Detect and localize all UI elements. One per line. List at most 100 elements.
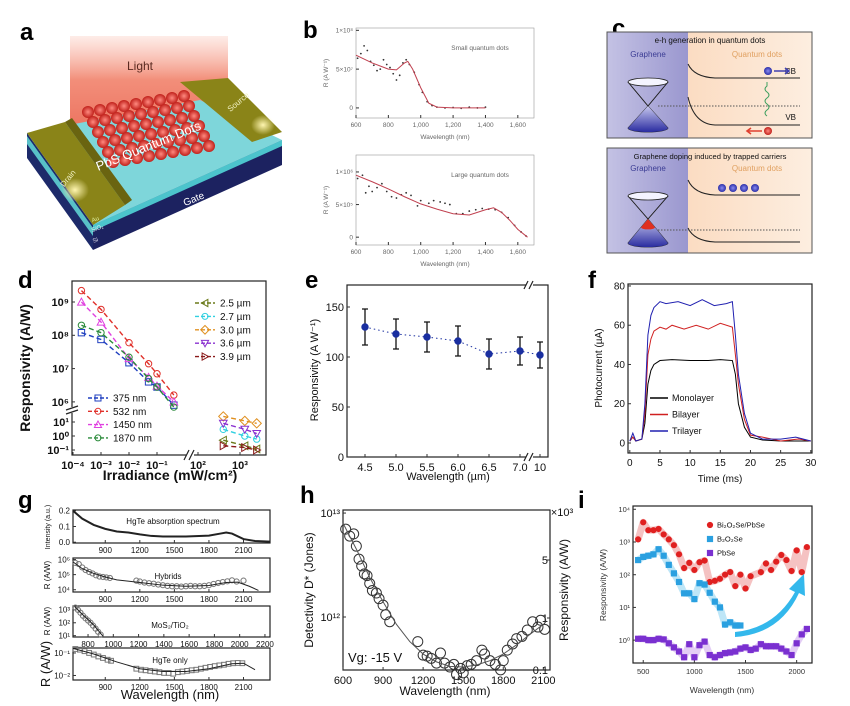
data-point — [762, 643, 770, 650]
panel-label-g: g — [18, 487, 33, 514]
axis-break — [523, 280, 534, 290]
data-point — [423, 333, 431, 341]
series-fit — [72, 647, 256, 673]
y2-tick-label: 5 — [542, 555, 548, 567]
data-point — [485, 350, 493, 358]
quantum-dot — [123, 110, 135, 122]
data-point — [742, 585, 749, 592]
quantum-dot — [176, 112, 188, 124]
x-tick-label: 1200 — [131, 683, 149, 692]
data-point — [170, 403, 178, 411]
y-tick-label: 10⁰ — [619, 636, 630, 645]
x-tick-label: 1600 — [180, 640, 198, 649]
data-point — [732, 582, 739, 590]
data-point — [82, 566, 89, 574]
y2-tick-label: 0.1 — [533, 665, 548, 677]
series-data — [356, 44, 487, 110]
data-point — [681, 590, 688, 597]
data-point — [405, 58, 408, 61]
legend-label: 3.9 µm — [220, 352, 251, 363]
quantum-dot — [119, 154, 131, 166]
y-tick-label: 150 — [326, 302, 344, 314]
data-point — [737, 622, 744, 629]
series-line — [72, 510, 271, 543]
y-tick-label: 10¹² — [320, 612, 340, 624]
series-responsivity — [361, 308, 544, 370]
data-point — [721, 621, 729, 628]
y-tick-label: 10⁴ — [618, 505, 630, 514]
data-point — [752, 645, 759, 652]
legend-item: 3.6 µm — [195, 339, 251, 350]
data-point — [359, 52, 362, 55]
trapped-electron — [729, 184, 737, 192]
data-point — [94, 394, 102, 402]
legend-item: 375 nm — [88, 394, 146, 405]
series-3-6-m — [218, 419, 262, 439]
y-tick-label: 10⁵ — [58, 570, 70, 579]
series-1450-nm — [76, 297, 179, 406]
data-point — [219, 441, 229, 451]
y-tick-label: 1×10⁸ — [336, 28, 354, 35]
y-axis-label: R (A/W) — [43, 560, 52, 589]
legend-item: Monolayer — [650, 393, 714, 403]
quantum-dot — [133, 130, 145, 142]
x-tick-label: 1,000 — [413, 122, 430, 129]
data-point — [153, 370, 161, 378]
data-point — [716, 651, 724, 659]
x-tick-label: 1200 — [131, 595, 149, 604]
chart-h: 600 900 1200 1500 1800 2100 10¹² 10¹³ 0.1 1 5 ×10³ R… — [302, 507, 573, 698]
data-point — [364, 191, 367, 194]
data-point — [444, 202, 446, 205]
series-line — [629, 322, 811, 442]
data-point — [803, 625, 810, 633]
panel-label-a: a — [20, 19, 34, 46]
x-tick-label: 1,200 — [445, 122, 462, 129]
data-point — [361, 323, 369, 331]
quantum-dot — [106, 102, 118, 114]
quantum-dot — [203, 140, 215, 152]
quantum-dot — [82, 106, 94, 118]
data-point — [711, 577, 718, 584]
data-point — [439, 201, 442, 203]
y-axis-label: Responsivity (A W⁻¹) — [309, 319, 321, 421]
data-point — [783, 648, 790, 655]
quantum-dot — [131, 152, 143, 164]
data-point — [479, 648, 491, 660]
y-axis-label: Intensity (a.u.) — [45, 505, 52, 549]
light-label: Light — [127, 59, 154, 73]
series-line — [223, 415, 257, 425]
data-point — [448, 658, 460, 670]
x-tick-label: 10⁻¹ — [146, 460, 168, 472]
data-point — [696, 580, 703, 587]
quantum-dot — [174, 134, 186, 146]
annotation: Large quantum dots — [451, 172, 510, 179]
data-point — [405, 191, 408, 194]
chart-g1: 900 1200 1500 1800 2100 0.0 0.1 0.2 Intensity (a… — [45, 505, 271, 555]
data-point — [696, 642, 703, 649]
data-point — [635, 536, 642, 543]
gate-face — [93, 140, 282, 250]
dirac-cone-lower — [628, 219, 668, 247]
data-point — [201, 312, 209, 320]
y-tick-label: 1×10⁶ — [336, 169, 354, 176]
data-point — [398, 74, 401, 77]
x-axis-label: Wavelength (nm) — [400, 684, 491, 698]
y-tick-label: 0 — [349, 105, 353, 112]
chart-i: 500 1000 1500 2000 10⁰ 10¹ 10² 10³ 10⁴ Wavelength… — [598, 505, 813, 695]
data-point — [691, 566, 698, 574]
quantum-dot — [142, 96, 154, 108]
quantum-dot — [162, 136, 174, 148]
data-point — [432, 199, 435, 202]
y-axis-label: R (A/W) — [43, 606, 52, 635]
photon-wave — [764, 82, 770, 117]
data-point — [76, 297, 87, 306]
x-tick-label: 600 — [351, 249, 362, 256]
series-line — [74, 606, 104, 637]
data-point — [395, 79, 398, 81]
y-axis-label: Responsivity (A/W) — [598, 549, 608, 621]
series-1870-nm — [77, 321, 178, 411]
data-point — [773, 558, 780, 565]
annotation: Hybrids — [154, 572, 181, 581]
x-tick-label: 15 — [715, 458, 727, 469]
quantum-dot — [183, 100, 195, 112]
